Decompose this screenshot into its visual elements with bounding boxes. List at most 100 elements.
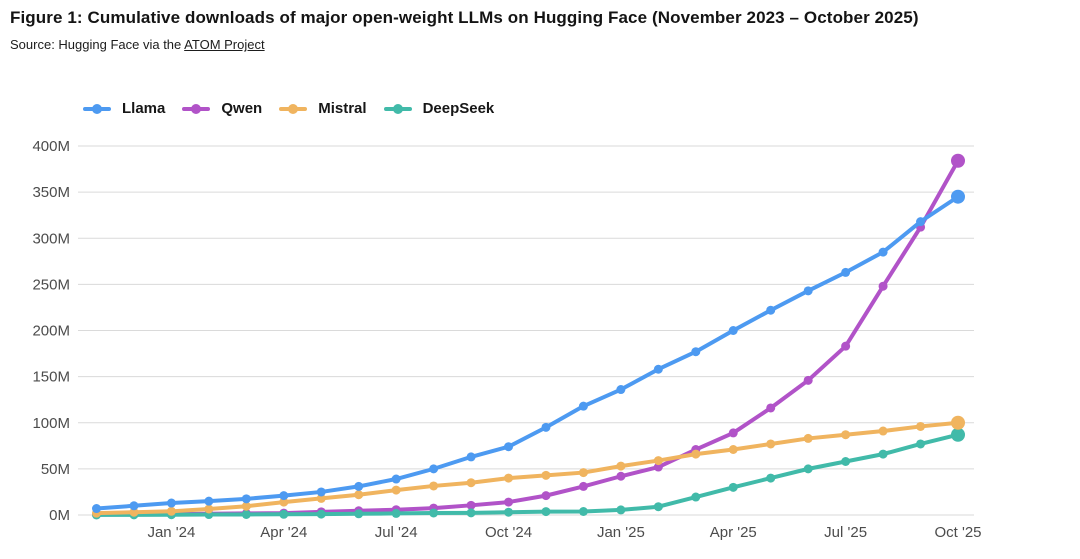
x-tick-label: Oct '24	[485, 524, 532, 541]
x-tick-label: Jul '25	[824, 524, 867, 541]
series-dot-llama	[691, 347, 701, 357]
series-dot-llama	[279, 491, 289, 501]
y-tick-label: 400M	[32, 138, 70, 155]
series-dot-llama	[841, 267, 851, 277]
chart-legend: Llama Qwen Mistral DeepSeek	[83, 100, 494, 117]
series-dot-qwen	[951, 153, 965, 168]
series-dot-llama	[241, 494, 251, 504]
series-dot-deepseek	[504, 507, 514, 517]
series-dot-llama	[354, 481, 364, 491]
series-dot-qwen	[766, 403, 776, 413]
legend-item-llama: Llama	[83, 100, 165, 117]
x-tick-label: Oct '25	[934, 524, 981, 541]
series-dot-mistral	[766, 439, 776, 449]
series-dot-llama	[616, 385, 626, 395]
y-tick-label: 100M	[32, 415, 70, 432]
y-tick-label: 50M	[41, 461, 70, 478]
series-dot-qwen	[616, 471, 626, 481]
series-dot-llama	[728, 326, 738, 335]
series-line-deepseek	[94, 432, 960, 517]
series-line-qwen	[94, 158, 960, 517]
deepseek-series-marker-icon	[383, 103, 412, 115]
legend-item-deepseek: DeepSeek	[383, 100, 494, 117]
mistral-series-marker-icon	[279, 103, 308, 115]
series-dot-mistral	[803, 433, 813, 443]
source-line: Source: Hugging Face via the ATOM Projec…	[10, 37, 265, 52]
y-tick-label: 350M	[32, 184, 70, 201]
series-dot-qwen	[578, 481, 588, 491]
series-dot-qwen	[653, 462, 663, 472]
source-link-atom-project[interactable]: ATOM Project	[184, 37, 265, 52]
series-dot-deepseek	[878, 449, 888, 459]
series-dot-llama	[803, 286, 813, 296]
series-dot-deepseek	[916, 439, 926, 449]
series-dot-deepseek	[841, 456, 851, 466]
llama-series-marker-icon	[83, 103, 111, 115]
series-dot-deepseek	[951, 427, 965, 442]
series-dot-mistral	[429, 481, 439, 491]
series-dot-qwen	[728, 428, 738, 438]
series-dot-deepseek	[241, 509, 251, 519]
series-dot-mistral	[578, 468, 588, 478]
figure-title: Figure 1: Cumulative downloads of major …	[10, 8, 919, 27]
x-tick-label: Apr '25	[710, 524, 757, 541]
series-dot-mistral	[316, 493, 326, 503]
series-dot-llama	[951, 189, 965, 204]
series-dot-mistral	[728, 445, 738, 455]
series-dot-mistral	[691, 449, 701, 459]
x-tick-label: Jan '25	[597, 524, 645, 541]
series-dot-llama	[504, 442, 514, 452]
series-dot-llama	[92, 504, 101, 514]
series-dot-llama	[653, 364, 663, 374]
series-dot-mistral	[166, 506, 176, 516]
series-dot-mistral	[466, 478, 476, 488]
series-dot-mistral	[129, 507, 139, 517]
series-dot-llama	[878, 247, 888, 257]
series-dot-qwen	[803, 375, 813, 385]
legend-item-qwen: Qwen	[182, 100, 262, 117]
y-tick-label: 250M	[32, 276, 70, 293]
series-dot-deepseek	[354, 509, 364, 519]
series-dot-qwen	[541, 491, 551, 501]
x-tick-label: Jan '24	[147, 524, 195, 541]
series-dot-llama	[316, 487, 326, 497]
y-tick-label: 0M	[49, 507, 70, 524]
series-dot-mistral	[504, 473, 514, 483]
legend-item-mistral: Mistral	[279, 100, 367, 117]
series-line-llama	[94, 194, 960, 511]
series-dot-mistral	[951, 415, 965, 430]
y-tick-label: 300M	[32, 230, 70, 247]
series-dot-qwen	[841, 341, 851, 351]
series-dot-mistral	[653, 456, 663, 466]
x-tick-label: Jul '24	[375, 524, 418, 541]
series-dot-qwen	[878, 281, 888, 291]
series-dot-deepseek	[391, 508, 401, 518]
series-dot-llama	[429, 464, 439, 474]
series-dot-deepseek	[653, 502, 663, 512]
legend-label-llama: Llama	[122, 100, 166, 117]
series-dot-mistral	[878, 426, 888, 436]
x-tick-label: Apr '24	[260, 524, 307, 541]
series-dot-llama	[166, 498, 176, 508]
series-dot-mistral	[541, 470, 551, 480]
series-dot-deepseek	[728, 482, 738, 492]
y-tick-label: 150M	[32, 369, 70, 386]
source-text: Source: Hugging Face via the	[10, 37, 185, 52]
series-dot-deepseek	[803, 464, 813, 474]
series-dot-llama	[578, 401, 588, 411]
series-dot-mistral	[616, 461, 626, 471]
series-dot-llama	[466, 452, 476, 462]
series-dot-llama	[541, 422, 551, 432]
series-dot-deepseek	[691, 492, 701, 502]
y-tick-label: 200M	[32, 323, 70, 340]
legend-label-qwen: Qwen	[221, 100, 263, 117]
series-dot-deepseek	[766, 473, 776, 483]
series-dot-deepseek	[429, 508, 439, 518]
series-dot-deepseek	[578, 506, 588, 516]
series-line-mistral	[94, 420, 960, 516]
legend-label-mistral: Mistral	[318, 100, 367, 117]
series-dot-llama	[204, 496, 214, 506]
series-dot-mistral	[354, 490, 364, 500]
